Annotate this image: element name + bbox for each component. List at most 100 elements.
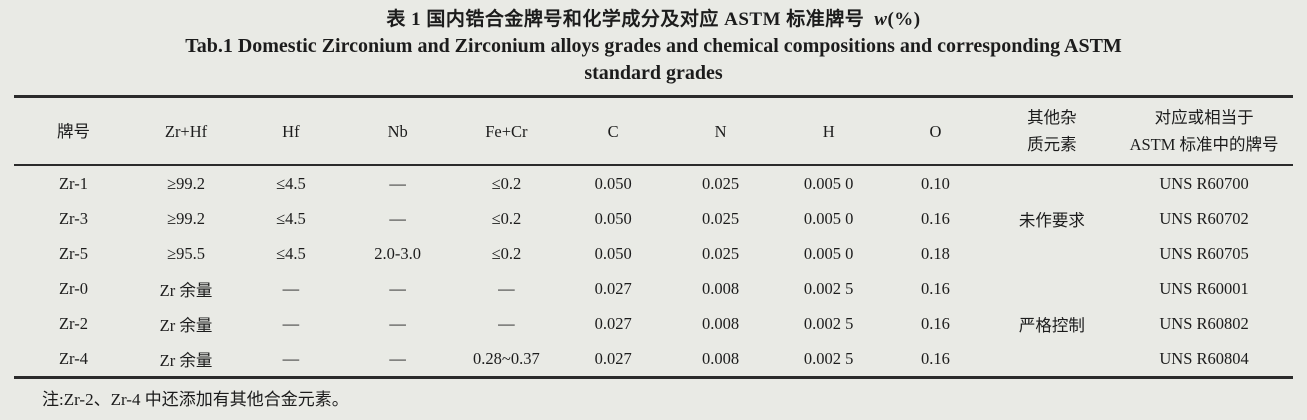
table-cell: 2.0-3.0 [374, 243, 422, 263]
table-cell: 0.027 [594, 348, 632, 368]
table-cell: Zr-0 [58, 278, 88, 298]
table-cell: Zr 余量 [159, 315, 213, 335]
column-header: O [882, 96, 989, 166]
table-cell: ≤0.2 [491, 208, 522, 228]
column-header-line: 牌号 [56, 121, 90, 141]
table-cell: Zr-2 [58, 313, 88, 333]
table-cell: 0.002 5 [803, 278, 854, 298]
table-cell: 0.002 5 [803, 348, 854, 368]
table-cell: 0.025 [702, 243, 740, 263]
table-title-chinese: 表 1 国内锆合金牌号和化学成分及对应 ASTM 标准牌号 w(%) [0, 7, 1307, 33]
table-cell: 0.16 [921, 278, 950, 298]
table-cell: 0.050 [594, 208, 632, 228]
table-cell [989, 341, 1116, 378]
table-cell: 0.005 0 [803, 208, 854, 228]
table-cell: 0.050 [594, 173, 632, 193]
table-cell [989, 271, 1116, 306]
table-cell: — [498, 278, 515, 298]
table-cell: Zr-4 [58, 348, 88, 368]
table-header: 牌号 Zr+Hf Hf Nb Fe+Cr C N H O 其他杂 质元素 对应或相当于 ASTM 标准中… [14, 96, 1293, 166]
table-cell: ≥99.2 [167, 173, 205, 193]
column-header-line: O [929, 121, 942, 141]
column-header-line: N [714, 121, 727, 141]
table-cell: 0.027 [594, 278, 632, 298]
table-footnote: 注:Zr-2、Zr-4 中还添加有其他合金元素。 [42, 390, 349, 409]
table-cell: Zr 余量 [159, 280, 213, 300]
table-cell: ≥99.2 [167, 208, 205, 228]
table-cell: 0.005 0 [803, 243, 854, 263]
column-header: 对应或相当于 ASTM 标准中的牌号 [1115, 96, 1293, 166]
table-cell: — [389, 313, 406, 333]
table-cell: — [282, 348, 300, 368]
column-header: Fe+Cr [452, 96, 561, 166]
column-header-line: Hf [282, 121, 300, 141]
table-cell: ≤4.5 [276, 243, 306, 263]
table-row: Zr-1 ≥99.2 ≤4.5 — ≤0.2 0.050 0.025 0.005 0 0.10 U… [14, 165, 1293, 201]
column-header: Hf [239, 96, 343, 166]
table-cell: 0.16 [921, 348, 950, 368]
table-body: Zr-1 ≥99.2 ≤4.5 — ≤0.2 0.050 0.025 0.005 0 0.10 U… [14, 165, 1293, 378]
table-cell: UNS R60702 [1159, 208, 1249, 228]
column-header-line: C [607, 121, 619, 141]
table-title-chinese-text: 表 1 国内锆合金牌号和化学成分及对应 ASTM 标准牌号 [386, 9, 865, 30]
table-cell: Zr-1 [58, 173, 88, 193]
table-cell: — [389, 208, 406, 228]
table-cell: — [389, 348, 406, 368]
table-cell: ≥95.5 [167, 243, 205, 263]
table-cell: ≤4.5 [276, 208, 306, 228]
table-row: Zr-4 Zr 余量 — — 0.28~0.37 0.027 0.008 0.002 5 0.1… [14, 341, 1293, 378]
table-cell [989, 236, 1116, 271]
table-row: Zr-5 ≥95.5 ≤4.5 2.0-3.0 ≤0.2 0.050 0.025 0.005 … [14, 236, 1293, 271]
table-cell: 0.16 [921, 313, 950, 333]
mass-fraction-symbol: w [874, 9, 888, 30]
table-row: Zr-2 Zr 余量 — — — 0.027 0.008 0.002 5 0.16 严格控制 UNS… [14, 306, 1293, 341]
table-header-row: 牌号 Zr+Hf Hf Nb Fe+Cr C N H O 其他杂 质元素 对应或相当于 ASTM 标准中… [14, 96, 1293, 166]
table-row: Zr-0 Zr 余量 — — — 0.027 0.008 0.002 5 0.16 UNS R60… [14, 271, 1293, 306]
table-cell: 0.005 0 [803, 173, 854, 193]
table-cell: UNS R60700 [1159, 173, 1249, 193]
table-cell: ≤0.2 [491, 173, 522, 193]
column-header: H [774, 96, 883, 166]
table-cell: 严格控制 [1018, 315, 1085, 335]
table-cell: 0.025 [702, 173, 740, 193]
table-cell: 0.18 [921, 243, 950, 263]
composition-table: 牌号 Zr+Hf Hf Nb Fe+Cr C N H O 其他杂 质元素 对应或相当于 ASTM 标准中… [14, 95, 1293, 379]
table-cell: UNS R60804 [1159, 348, 1249, 368]
column-header-line: 对应或相当于 [1154, 108, 1254, 127]
table-cell: ≤0.2 [491, 243, 522, 263]
table-cell: 0.10 [921, 173, 950, 193]
table-cell: 0.008 [702, 348, 740, 368]
table-cell: — [389, 173, 406, 193]
column-header: Nb [342, 96, 453, 166]
column-header: 牌号 [14, 96, 133, 166]
table-cell: Zr-3 [58, 208, 88, 228]
table-cell: UNS R60705 [1159, 243, 1249, 263]
column-header-line: 其他杂 [1027, 108, 1077, 127]
table-cell: 0.28~0.37 [473, 348, 540, 368]
column-header: 其他杂 质元素 [988, 96, 1116, 166]
column-header-line: Nb [387, 121, 408, 141]
table-cell: 0.008 [702, 278, 740, 298]
table-title-english-line1: Tab.1 Domestic Zirconium and Zirconium a… [185, 35, 1122, 57]
column-header-line: 质元素 [1027, 135, 1077, 154]
table-cell: Zr 余量 [159, 350, 213, 370]
table-cell: UNS R60802 [1159, 313, 1249, 333]
table-cell: — [282, 313, 300, 333]
table-cell: ≤4.5 [276, 173, 306, 193]
table-cell [989, 165, 1116, 201]
table-cell: 0.050 [594, 243, 632, 263]
table-cell: 0.027 [594, 313, 632, 333]
table-cell: 未作要求 [1018, 210, 1085, 230]
column-header-line: Fe+Cr [485, 121, 528, 141]
table-cell: — [282, 278, 300, 298]
table-title-english-line2: standard grades [584, 62, 723, 84]
table-cell: 0.16 [921, 208, 950, 228]
table-cell: — [498, 313, 515, 333]
table-cell: Zr-5 [58, 243, 88, 263]
mass-fraction-unit: (%) [887, 9, 921, 30]
column-header: C [560, 96, 667, 166]
table-cell: UNS R60001 [1159, 278, 1249, 298]
column-header-line: H [822, 121, 835, 141]
column-header: Zr+Hf [132, 96, 240, 166]
